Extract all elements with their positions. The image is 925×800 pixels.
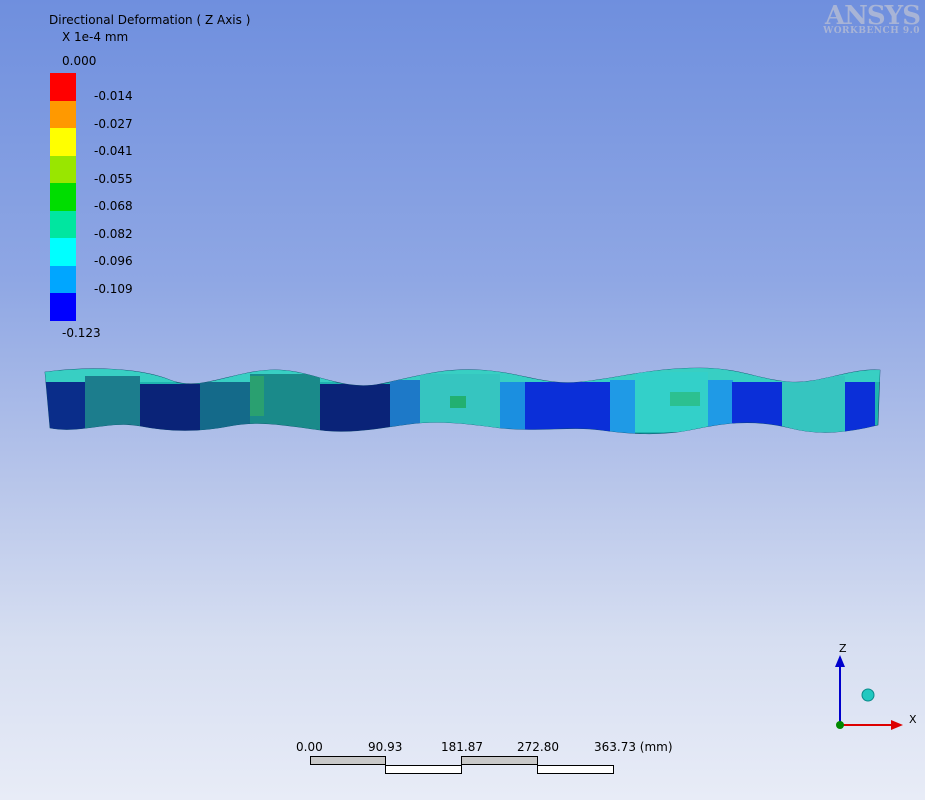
- axis-triad: [835, 655, 903, 730]
- legend-swatch-yellow-green: [50, 156, 76, 183]
- scale-tick-4: 363.73 (mm): [594, 740, 673, 754]
- legend-swatch-cyan: [50, 238, 76, 266]
- triad-z-label: Z: [839, 642, 847, 655]
- legend-label-3: -0.041: [94, 144, 133, 158]
- isometric-view-ball[interactable]: [861, 688, 875, 702]
- legend-label-5: -0.068: [94, 199, 133, 213]
- scale-bar-segment-4: [537, 765, 614, 774]
- legend-swatch-light-blue: [50, 266, 76, 293]
- scale-tick-0: 0.00: [296, 740, 323, 754]
- legend-label-4: -0.055: [94, 172, 133, 186]
- legend-units: X 1e-4 mm: [62, 30, 129, 44]
- scale-tick-1: 90.93: [368, 740, 403, 754]
- legend-label-2: -0.027: [94, 117, 133, 131]
- legend-label-8: -0.109: [94, 282, 133, 296]
- legend-swatch-teal: [50, 211, 76, 238]
- legend-label-6: -0.082: [94, 227, 133, 241]
- legend-label-1: -0.014: [94, 89, 133, 103]
- legend-swatch-orange: [50, 101, 76, 128]
- legend-swatch-green: [50, 183, 76, 211]
- legend-swatch-yellow: [50, 128, 76, 156]
- x-axis-arrowhead: [891, 720, 903, 730]
- scale-tick-2: 181.87: [441, 740, 483, 754]
- legend-swatch-red: [50, 73, 76, 101]
- legend-label-7: -0.096: [94, 254, 133, 268]
- scale-bar-segment-3: [461, 756, 538, 765]
- legend-swatch-blue: [50, 293, 76, 321]
- scale-bar-segment-1: [310, 756, 386, 765]
- brand-product: WORKBENCH 9.0: [823, 26, 920, 36]
- legend-label-0: 0.000: [62, 54, 97, 68]
- ansys-logo: ANSYS WORKBENCH 9.0: [823, 1, 921, 36]
- legend-color-bar: [50, 73, 76, 321]
- model-contour-bands: [45, 368, 880, 434]
- brand-name: ANSYS: [824, 1, 921, 31]
- legend-label-9: -0.123: [62, 326, 101, 340]
- scale-bar-segment-2: [385, 765, 462, 774]
- origin-marker: [836, 721, 844, 729]
- legend-title: Directional Deformation ( Z Axis ): [49, 13, 251, 27]
- triad-x-label: X: [909, 713, 917, 726]
- scale-tick-3: 272.80: [517, 740, 559, 754]
- z-axis-arrowhead: [835, 655, 845, 667]
